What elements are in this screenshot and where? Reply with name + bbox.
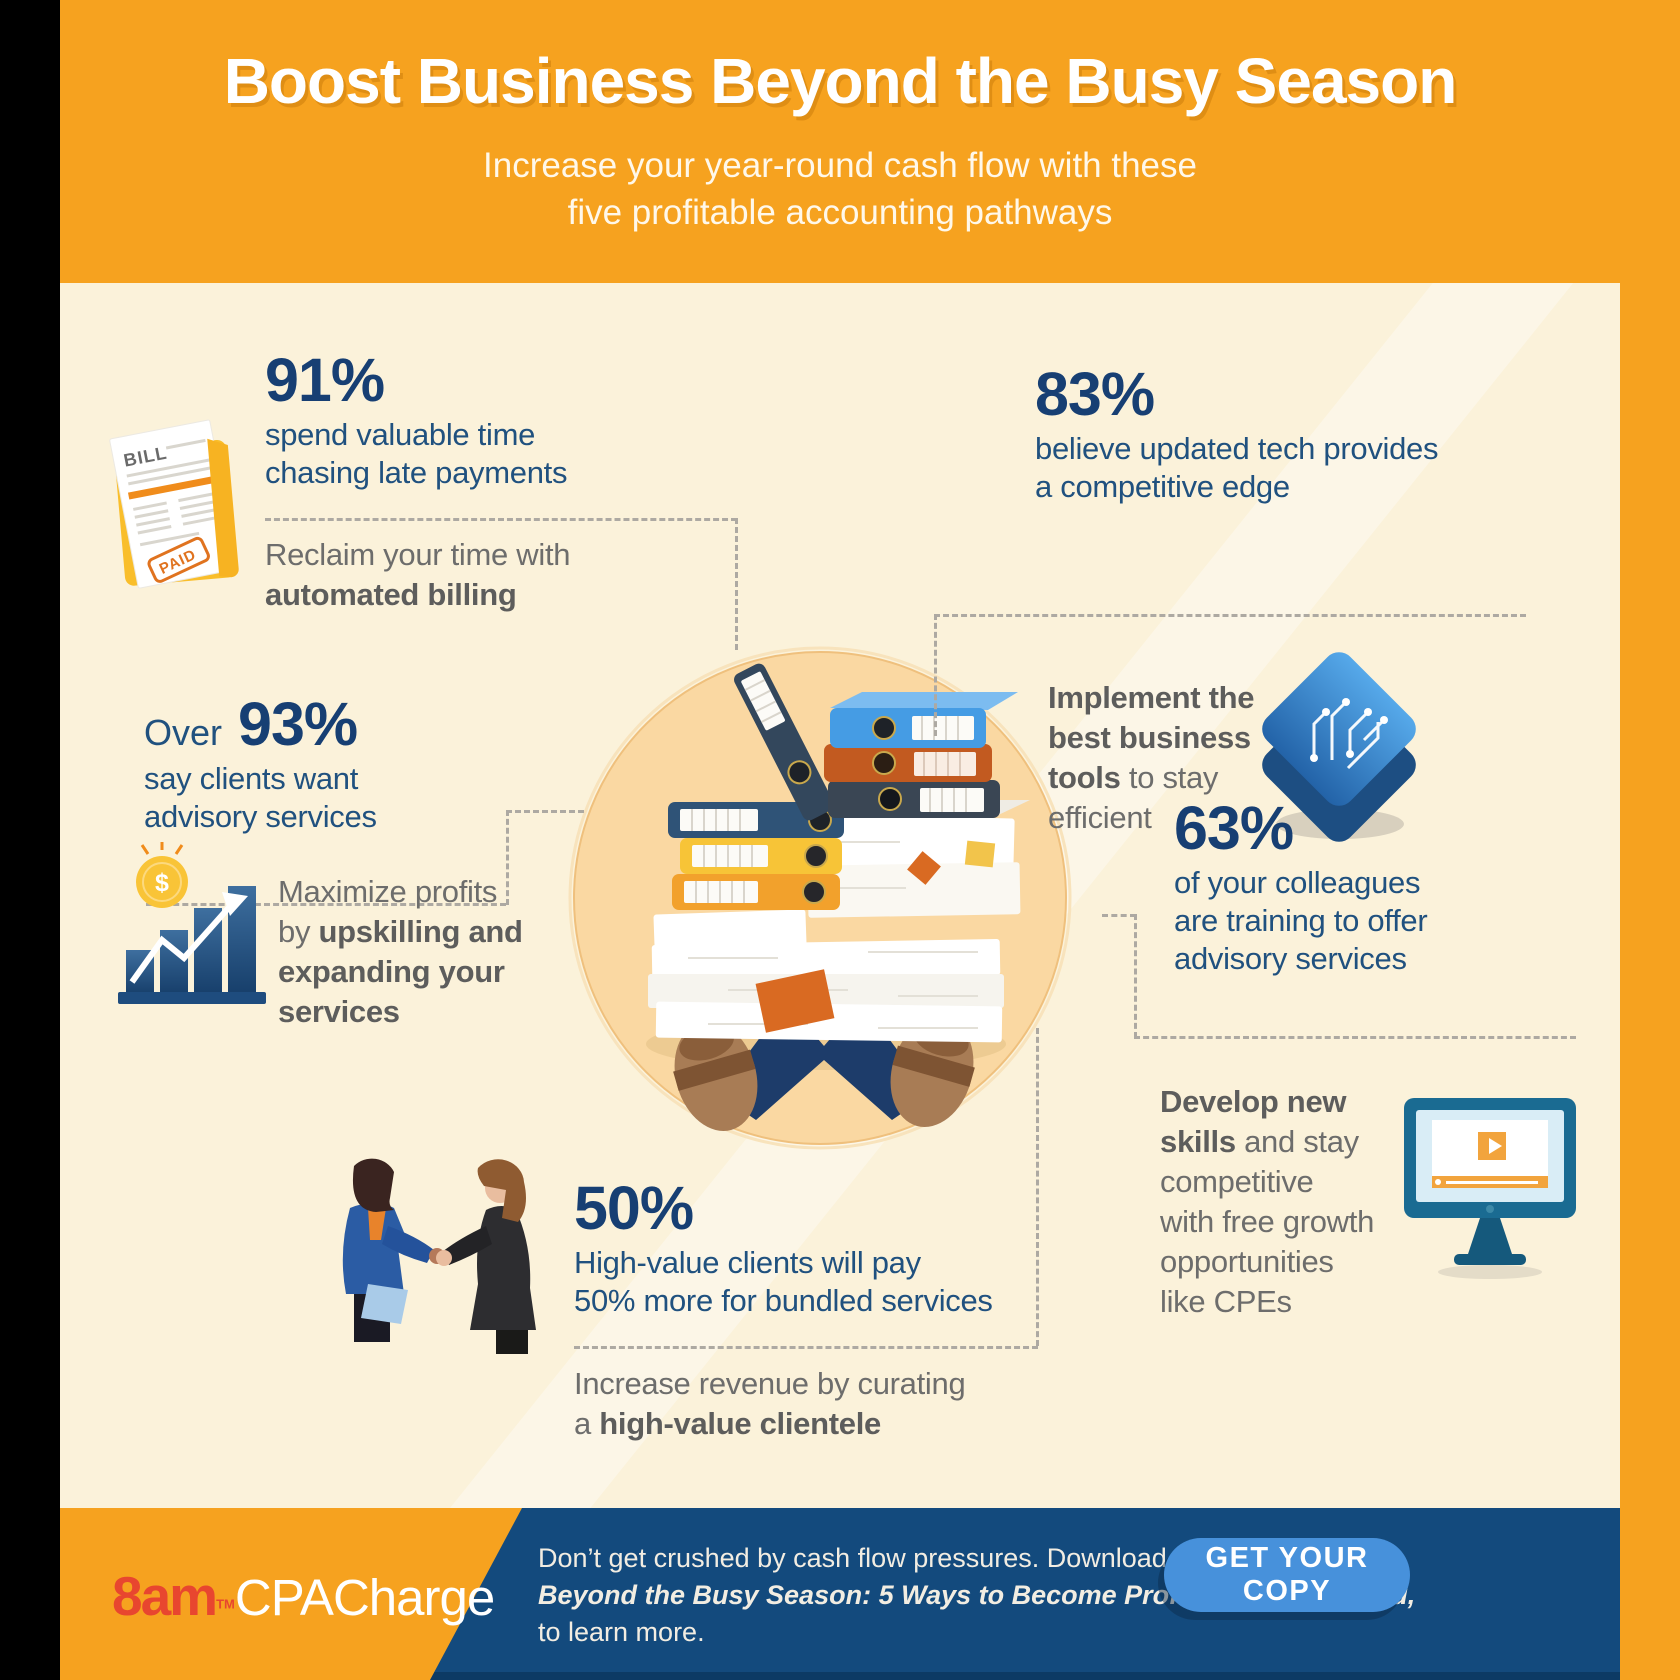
- busy-accountant-illustration: [568, 646, 1072, 1150]
- footer-bottom-strip: [420, 1672, 1620, 1680]
- connector-91-vertical: [735, 518, 738, 650]
- connector-93-horizontal: [146, 903, 506, 906]
- tip-91: Reclaim your time with automated billing: [265, 537, 571, 612]
- paper-pile-circle-graphic: [568, 646, 1072, 1150]
- connector-93-vertical: [506, 810, 509, 905]
- video-monitor-icon: [1402, 1096, 1582, 1286]
- page-subtitle: Increase your year-round cash flow with …: [60, 142, 1620, 236]
- body-section: 91% spend valuable time chasing late pay…: [60, 283, 1620, 1508]
- stat-93-heading: Over 93%: [144, 690, 358, 758]
- connector-50-vertical: [1036, 1028, 1039, 1346]
- subtitle-line-2: five profitable accounting pathways: [567, 193, 1113, 232]
- stat-83-description: believe updated tech provides a competit…: [1035, 431, 1439, 504]
- stat-93-description: say clients want advisory services: [144, 761, 377, 834]
- stat-83-value: 83%: [1035, 360, 1155, 428]
- stat-91-description: spend valuable time chasing late payment…: [265, 417, 568, 490]
- connector-50-horizontal: [574, 1346, 1038, 1349]
- footer-line-3: to learn more.: [538, 1617, 705, 1647]
- logo-cpacharge: CPACharge: [234, 1569, 495, 1626]
- connector-91-horizontal: [265, 518, 737, 521]
- cpacharge-logo: 8amTMCPACharge: [112, 1564, 495, 1628]
- profit-growth-chart-icon: $: [110, 842, 275, 1022]
- coin-dollar-symbol: $: [155, 869, 169, 897]
- stat-63-value: 63%: [1174, 794, 1294, 862]
- tip-83: Implement the best business tools to sta…: [1048, 680, 1255, 835]
- connector-93-top: [506, 810, 584, 813]
- connector-63-top: [1102, 914, 1136, 917]
- connector-63-vertical: [1134, 914, 1137, 1038]
- tip-63: Develop new skills and stay competitive …: [1160, 1084, 1375, 1319]
- content-column: Boost Business Beyond the Busy Season In…: [60, 0, 1620, 1680]
- tip-93: Maximize profits by upskilling and expan…: [278, 874, 523, 1029]
- footer-orange-panel: [60, 1508, 522, 1680]
- footer-band: 8amTMCPACharge Don’t get crushed by cash…: [60, 1508, 1620, 1680]
- get-your-copy-button[interactable]: GET YOUR COPY: [1164, 1538, 1410, 1612]
- stat-91-value: 91%: [265, 346, 385, 414]
- stat-93-prefix: Over: [144, 712, 223, 753]
- subtitle-line-1: Increase your year-round cash flow with …: [483, 146, 1197, 185]
- business-tools-chip-icon: [1252, 648, 1427, 853]
- connector-63-horizontal: [1134, 1036, 1576, 1039]
- page-title: Boost Business Beyond the Busy Season: [223, 45, 1458, 117]
- connector-83-horizontal: [934, 614, 1526, 617]
- stat-63-description: of your colleagues are training to offer…: [1174, 865, 1428, 976]
- tip-50: Increase revenue by curating a high-valu…: [574, 1366, 966, 1441]
- logo-trademark: TM: [216, 1596, 235, 1612]
- stat-50-description: High-value clients will pay 50% more for…: [574, 1245, 993, 1318]
- paid-bill-icon: BILL: [95, 401, 275, 616]
- connector-83-vertical: [934, 614, 937, 736]
- stat-93-value: 93%: [238, 690, 358, 758]
- handshake-illustration: [310, 1142, 580, 1362]
- stat-50-value: 50%: [574, 1174, 694, 1242]
- right-margin-band: [1620, 0, 1680, 1680]
- header-band: Boost Business Beyond the Busy Season In…: [60, 0, 1620, 283]
- logo-8am: 8am: [112, 1565, 218, 1627]
